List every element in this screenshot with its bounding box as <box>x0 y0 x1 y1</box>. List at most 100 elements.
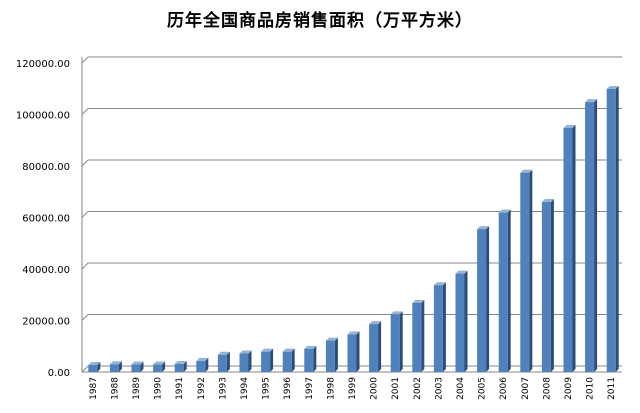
bar-side <box>442 282 446 372</box>
bar-top <box>196 357 209 361</box>
bar-side <box>162 361 166 372</box>
x-tick-label: 2008 <box>542 377 552 400</box>
bar <box>390 314 400 372</box>
bar <box>261 351 271 372</box>
bar <box>239 353 249 372</box>
bar-side <box>97 362 101 372</box>
x-tick-label: 2011 <box>607 377 617 400</box>
bar-top <box>131 361 144 365</box>
bar <box>606 89 616 372</box>
bar-side <box>140 361 144 372</box>
bar-side <box>550 199 554 372</box>
bar-top <box>217 351 230 355</box>
bar <box>498 212 508 372</box>
bar-top <box>153 361 166 365</box>
bar <box>109 364 119 372</box>
bar-side <box>594 99 598 372</box>
x-tick-label: 2001 <box>391 377 401 400</box>
x-tick-label: 2009 <box>564 377 574 400</box>
bar-top <box>606 86 619 90</box>
gridline-diagonal <box>81 314 89 321</box>
x-tick-label: 2003 <box>434 377 444 400</box>
x-tick-label: 2004 <box>456 377 466 400</box>
bar-top <box>520 169 533 173</box>
bar <box>304 348 314 372</box>
bar <box>88 365 98 372</box>
bar <box>325 340 335 372</box>
bar <box>217 354 227 372</box>
chart-title: 历年全国商品房销售面积（万平方米） <box>167 11 473 31</box>
bar <box>563 127 573 372</box>
bar-top <box>433 282 446 286</box>
bar-side <box>270 348 274 372</box>
bar-side <box>507 209 511 372</box>
bar-side <box>313 345 317 372</box>
gridline-diagonal <box>81 262 89 270</box>
y-tick-label: 120000.00 <box>16 59 70 70</box>
x-tick-label: 1991 <box>175 377 185 400</box>
bar-top <box>541 199 554 203</box>
y-tick-label: 80000.00 <box>22 162 70 173</box>
bar-top <box>109 361 122 365</box>
bar-side <box>486 226 490 372</box>
bar <box>131 364 141 372</box>
x-tick-label: 2002 <box>413 377 423 400</box>
bar <box>282 351 292 372</box>
y-tick-label: 40000.00 <box>22 265 70 276</box>
bar <box>477 229 487 372</box>
y-tick-label: 0.00 <box>48 368 70 379</box>
bar-top <box>585 99 598 103</box>
bar-top <box>477 226 490 230</box>
bar-side <box>291 348 295 372</box>
x-tick-label: 1996 <box>283 377 293 400</box>
bar <box>347 334 357 372</box>
bar-top <box>174 361 187 365</box>
bar-side <box>226 351 230 372</box>
bar-side <box>572 124 576 372</box>
bar <box>196 360 206 372</box>
bar <box>520 172 530 372</box>
gridline-diagonal <box>81 56 89 64</box>
x-tick-label: 1987 <box>89 377 99 400</box>
bar-top <box>88 362 101 366</box>
gridline-diagonal <box>81 159 89 167</box>
bar-top <box>369 321 382 325</box>
bar-side <box>399 311 403 372</box>
bar-side <box>378 321 382 372</box>
bar-top <box>282 348 295 352</box>
x-tick-label: 1989 <box>132 377 142 400</box>
bar-top <box>347 331 360 335</box>
x-tick-label: 1995 <box>262 377 272 400</box>
bar-top <box>304 345 317 349</box>
x-tick-label: 1997 <box>305 377 315 400</box>
gridline-diagonal <box>81 365 89 373</box>
bar <box>433 285 443 372</box>
bar-side <box>248 350 252 372</box>
bar-top <box>563 124 576 128</box>
bar-side <box>529 169 533 372</box>
bar-side <box>356 331 360 372</box>
bar-side <box>183 361 187 372</box>
y-tick-label: 60000.00 <box>22 214 70 225</box>
bar <box>541 202 551 372</box>
bar-side <box>118 361 122 372</box>
bar-side <box>464 270 468 372</box>
bar-top <box>455 270 468 274</box>
x-tick-label: 1998 <box>326 377 336 400</box>
x-tick-label: 1988 <box>110 377 120 400</box>
bar-side <box>334 337 338 372</box>
x-tick-label: 2006 <box>499 377 509 400</box>
bar-side <box>205 357 209 372</box>
x-tick-label: 1992 <box>197 377 207 400</box>
bar-side <box>421 299 425 372</box>
bar-top <box>390 311 403 315</box>
x-tick-label: 1999 <box>348 377 358 400</box>
bar-top <box>261 348 274 352</box>
bar-top <box>498 209 511 213</box>
bar-side <box>615 86 619 372</box>
y-tick-label: 20000.00 <box>22 317 70 328</box>
x-tick-label: 1990 <box>154 377 164 400</box>
x-tick-label: 2000 <box>370 377 380 400</box>
x-tick-label: 2010 <box>586 377 596 400</box>
